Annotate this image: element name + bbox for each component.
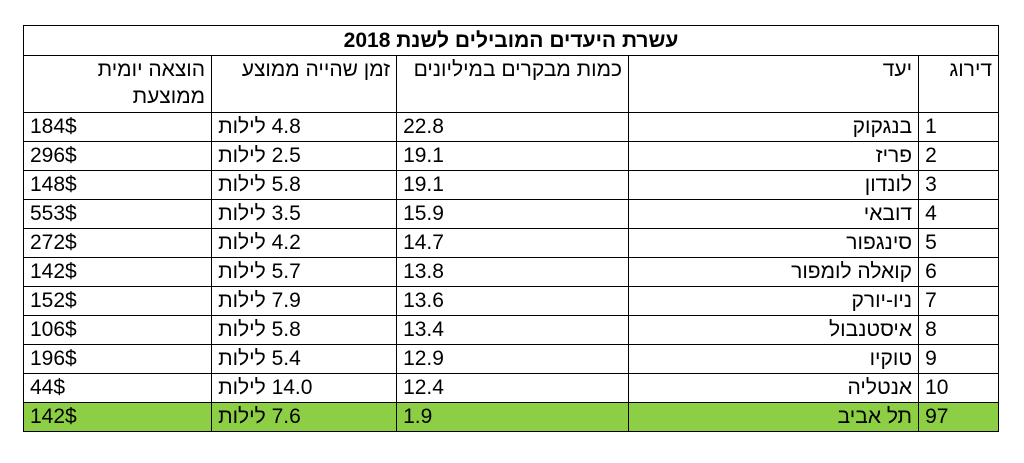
cell-spend: 142$: [22, 257, 213, 287]
cell-rank: 6: [918, 257, 1000, 287]
cell-destination: סינגפור: [628, 228, 920, 258]
cell-visitors: 13.8: [396, 257, 630, 287]
cell-destination: ניו-יורק: [628, 286, 920, 316]
cell-spend: 553$: [22, 199, 213, 229]
header-spend: הוצאה יומית ממוצעת: [22, 55, 213, 113]
cell-rank: 8: [918, 315, 1000, 345]
cell-visitors: 13.6: [396, 286, 630, 316]
cell-visitors: 19.1: [396, 170, 630, 200]
cell-destination: דובאי: [628, 199, 920, 229]
cell-rank: 5: [918, 228, 1000, 258]
cell-rank: 4: [918, 199, 1000, 229]
cell-visitors: 1.9: [396, 402, 630, 432]
cell-rank: 10: [918, 373, 1000, 403]
table-row: 3 לונדון 19.1 5.8 לילות 148$: [22, 170, 1000, 200]
cell-spend: 196$: [22, 344, 213, 374]
table-row: 7 ניו-יורק 13.6 7.9 לילות 152$: [22, 286, 1000, 316]
cell-destination: פריז: [628, 141, 920, 171]
cell-rank: 1: [918, 112, 1000, 142]
header-rank: דירוג: [918, 55, 1000, 113]
cell-stay: 14.0 לילות: [211, 373, 398, 403]
cell-visitors: 19.1: [396, 141, 630, 171]
cell-spend: 106$: [22, 315, 213, 345]
cell-destination: בנגקוק: [628, 112, 920, 142]
table-title: עשרת היעדים המובילים לשנת 2018: [22, 25, 1000, 56]
cell-visitors: 15.9: [396, 199, 630, 229]
table-row: 1 בנגקוק 22.8 4.8 לילות 184$: [22, 112, 1000, 142]
cell-stay: 2.5 לילות: [211, 141, 398, 171]
cell-visitors: 22.8: [396, 112, 630, 142]
table-row: 2 פריז 19.1 2.5 לילות 296$: [22, 141, 1000, 171]
cell-rank: 9: [918, 344, 1000, 374]
cell-stay: 4.2 לילות: [211, 228, 398, 258]
destinations-table-container: עשרת היעדים המובילים לשנת 2018 דירוג יעד…: [22, 25, 1000, 432]
cell-stay: 5.8 לילות: [211, 315, 398, 345]
cell-destination: תל אביב: [628, 402, 920, 432]
table-row-highlight: 97 תל אביב 1.9 7.6 לילות 142$: [22, 402, 1000, 432]
cell-rank: 97: [918, 402, 1000, 432]
cell-visitors: 12.9: [396, 344, 630, 374]
table-row: 8 איסטנבול 13.4 5.8 לילות 106$: [22, 315, 1000, 345]
cell-rank: 7: [918, 286, 1000, 316]
cell-destination: טוקיו: [628, 344, 920, 374]
cell-spend: 44$: [22, 373, 213, 403]
table-header-row: דירוג יעד כמות מבקרים במיליונים זמן שהיי…: [22, 55, 1000, 113]
table-row: 10 אנטליה 12.4 14.0 לילות 44$: [22, 373, 1000, 403]
cell-spend: 272$: [22, 228, 213, 258]
cell-stay: 7.6 לילות: [211, 402, 398, 432]
header-stay: זמן שהייה ממוצע: [211, 55, 398, 113]
cell-destination: אנטליה: [628, 373, 920, 403]
cell-stay: 5.8 לילות: [211, 170, 398, 200]
cell-destination: לונדון: [628, 170, 920, 200]
cell-stay: 5.4 לילות: [211, 344, 398, 374]
cell-spend: 142$: [22, 402, 213, 432]
cell-stay: 7.9 לילות: [211, 286, 398, 316]
cell-stay: 3.5 לילות: [211, 199, 398, 229]
header-visitors: כמות מבקרים במיליונים: [396, 55, 630, 113]
cell-stay: 5.7 לילות: [211, 257, 398, 287]
cell-rank: 3: [918, 170, 1000, 200]
destinations-table: עשרת היעדים המובילים לשנת 2018 דירוג יעד…: [22, 25, 1000, 432]
cell-visitors: 14.7: [396, 228, 630, 258]
cell-spend: 148$: [22, 170, 213, 200]
table-row: 6 קואלה לומפור 13.8 5.7 לילות 142$: [22, 257, 1000, 287]
table-row: 5 סינגפור 14.7 4.2 לילות 272$: [22, 228, 1000, 258]
cell-visitors: 12.4: [396, 373, 630, 403]
cell-spend: 152$: [22, 286, 213, 316]
cell-rank: 2: [918, 141, 1000, 171]
cell-spend: 296$: [22, 141, 213, 171]
header-destination: יעד: [628, 55, 920, 113]
table-title-row: עשרת היעדים המובילים לשנת 2018: [22, 25, 1000, 56]
cell-spend: 184$: [22, 112, 213, 142]
table-row: 9 טוקיו 12.9 5.4 לילות 196$: [22, 344, 1000, 374]
cell-stay: 4.8 לילות: [211, 112, 398, 142]
cell-destination: קואלה לומפור: [628, 257, 920, 287]
cell-destination: איסטנבול: [628, 315, 920, 345]
table-row: 4 דובאי 15.9 3.5 לילות 553$: [22, 199, 1000, 229]
cell-visitors: 13.4: [396, 315, 630, 345]
